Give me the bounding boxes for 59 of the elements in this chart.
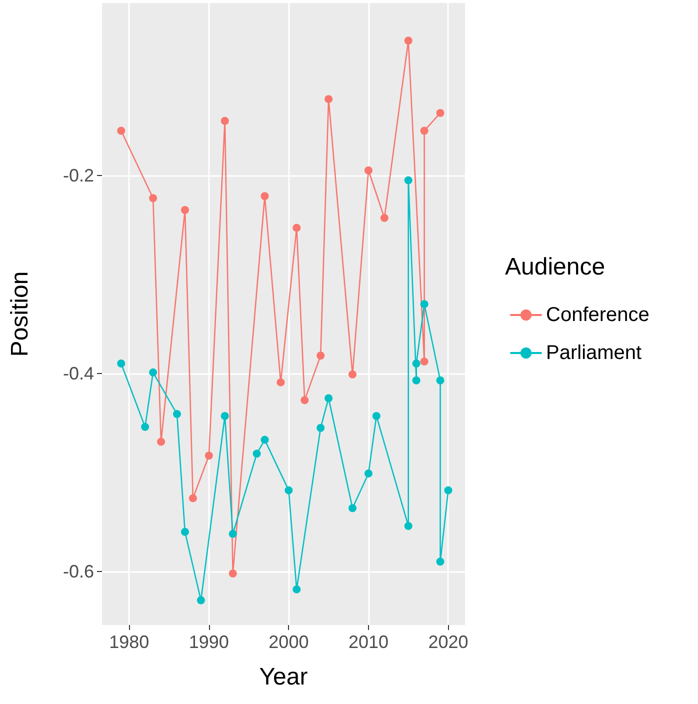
point (149, 194, 158, 202)
point (412, 376, 420, 384)
legend-label: Conference (546, 304, 650, 326)
point (188, 494, 197, 502)
point (292, 224, 301, 232)
point (404, 36, 412, 45)
point (180, 206, 189, 214)
point (260, 436, 269, 444)
x-tick-label: 2000 (268, 632, 309, 652)
point (436, 108, 444, 117)
point (180, 528, 189, 536)
y-axis-title: Position (6, 271, 34, 357)
x-tick-label: 1980 (109, 632, 150, 652)
x-tick-label: 2020 (428, 632, 468, 652)
point (292, 585, 301, 594)
point (372, 412, 380, 420)
point (436, 558, 444, 566)
point (404, 522, 412, 530)
point (380, 214, 388, 222)
point (276, 378, 285, 386)
point (436, 376, 444, 384)
point (324, 394, 333, 402)
point (228, 530, 237, 538)
y-tick-label: -0.2 (62, 165, 94, 186)
legend-label: Parliament (546, 342, 642, 364)
point (220, 412, 229, 420)
x-axis-title: Year (259, 664, 308, 690)
point (348, 370, 357, 378)
point (316, 352, 325, 360)
x-tick-label: 2010 (348, 632, 388, 652)
point (149, 368, 158, 376)
point (173, 410, 181, 418)
x-tick-label: 1990 (188, 632, 229, 652)
point (420, 300, 428, 308)
point (364, 166, 372, 174)
point (117, 360, 126, 368)
point (324, 95, 333, 104)
point (300, 396, 309, 404)
point (252, 450, 261, 458)
point (228, 570, 237, 578)
point (420, 126, 428, 135)
point (420, 358, 428, 366)
point (260, 192, 269, 200)
point (220, 116, 229, 125)
point (117, 126, 126, 135)
point (364, 469, 372, 478)
point (316, 424, 325, 432)
point (284, 486, 293, 494)
y-tick-label: -0.4 (62, 363, 94, 384)
y-tick-label: -0.6 (62, 562, 94, 582)
point (412, 360, 420, 368)
point (204, 452, 213, 460)
point (157, 438, 166, 446)
point (444, 486, 452, 494)
point (196, 596, 205, 604)
legend-title: Audience (505, 254, 606, 280)
point (141, 422, 150, 431)
point (348, 504, 357, 512)
point (404, 176, 412, 184)
